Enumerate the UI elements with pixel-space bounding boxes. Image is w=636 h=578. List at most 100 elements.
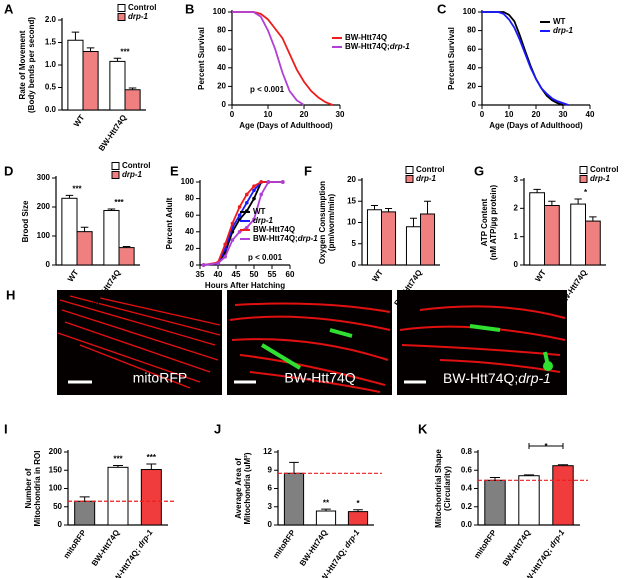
bar [552, 465, 574, 526]
error-bar [523, 474, 535, 476]
panel-letter: B [185, 1, 194, 16]
line [203, 181, 283, 266]
y-tick-label: 80 [217, 26, 226, 35]
y-tick-label: 9 [268, 465, 273, 474]
legend-label: drp-1 [128, 12, 149, 21]
legend-label: WT [253, 207, 266, 216]
y-axis-label: Percent Survival [447, 27, 456, 90]
y-tick-label: 0 [472, 100, 477, 109]
y-axis-label: ATP Content [480, 198, 489, 246]
bar [82, 51, 99, 111]
y-tick-label: 100 [181, 177, 195, 186]
y-tick-label: 150 [49, 465, 63, 474]
marker [252, 196, 256, 201]
significance-label: *** [120, 47, 130, 56]
y-axis-label: (pm/worm/min) [327, 194, 336, 252]
x-axis-label: Hours After Hatching [205, 281, 285, 290]
bar [570, 203, 586, 266]
y-axis-label: Percent Adult [165, 197, 174, 249]
image-label: BW-Htt74Q;drp-1 [443, 370, 551, 386]
legend-swatch [117, 13, 126, 21]
legend-label: Control [128, 3, 156, 12]
legend-swatch [117, 4, 126, 12]
y-tick-label: 0.0 [45, 105, 57, 114]
marker [237, 213, 242, 217]
x-tick-label: BW-Htt74Q [557, 268, 588, 308]
marker [259, 192, 264, 197]
error-bar [409, 217, 417, 227]
error-bar [128, 87, 137, 90]
bar [315, 510, 337, 526]
bar [124, 89, 141, 111]
image-label: BW-Htt74Q [284, 370, 355, 386]
y-tick-label: 0 [58, 520, 63, 529]
panel-letter: A [4, 1, 14, 16]
y-tick-label: 60 [467, 44, 476, 53]
y-tick-label: 200 [37, 202, 51, 211]
legend-label: drp-1 [416, 174, 437, 183]
legend-label: BW-Htt74Q;drp-1 [345, 42, 410, 51]
marker [252, 217, 256, 222]
marker [201, 263, 206, 267]
y-tick-label: 1 [514, 232, 519, 241]
y-axis-label: Mitochondria in ROI [33, 451, 42, 527]
x-tick-label: mitoRFP [62, 528, 89, 561]
panel-letter: K [418, 421, 428, 436]
x-axis-label: Age (Days of Adulthood) [489, 121, 583, 130]
y-axis-label: Brood Size [21, 200, 30, 242]
y-axis-label: Mitochondria (uM²) [243, 452, 252, 524]
x-tick-label: 0 [480, 110, 485, 119]
legend-label: drp-1 [122, 170, 143, 179]
error-bar [146, 463, 157, 470]
x-tick-label: BW-Htt74Q [97, 113, 128, 153]
y-tick-label: 200 [49, 447, 63, 456]
y-tick-label: 0.5 [45, 83, 57, 92]
marker [237, 205, 242, 209]
marker [266, 180, 271, 184]
bar [67, 39, 84, 111]
y-tick-label: 15 [347, 196, 356, 205]
x-tick-label: 20 [532, 110, 541, 119]
y-axis-label: Oxygen Consumption [318, 181, 327, 264]
panel-letter: F [304, 163, 312, 178]
x-tick-label: WT [533, 268, 548, 283]
x-tick-label: 10 [264, 110, 273, 119]
y-tick-label: 20 [347, 175, 356, 184]
significance-label: * [544, 442, 548, 451]
y-tick-label: 0 [514, 260, 519, 269]
error-bar [574, 198, 582, 205]
error-bar [86, 47, 95, 52]
significance-label: *** [72, 185, 82, 194]
x-tick-label: mitoRFP [472, 528, 499, 561]
y-tick-label: 20 [185, 244, 194, 253]
marker [230, 238, 235, 242]
significance-label: * [584, 188, 588, 197]
error-bar [385, 207, 393, 212]
y-tick-label: 2.0 [45, 15, 57, 24]
y-tick-label: 20 [467, 82, 476, 91]
x-tick-label: WT [66, 268, 81, 283]
error-bar [71, 31, 80, 41]
significance-label: * [356, 499, 360, 508]
legend-swatch [579, 175, 588, 183]
bracket [528, 443, 564, 449]
bar [61, 197, 78, 266]
bar [107, 466, 129, 526]
bar [585, 220, 601, 266]
y-tick-label: 100 [49, 484, 63, 493]
marker [223, 242, 227, 247]
error-bar [321, 508, 331, 512]
marker [245, 225, 249, 230]
error-bar [370, 205, 378, 210]
error-bar [79, 496, 90, 502]
panel-letter: G [474, 163, 484, 178]
annotation: p < 0.001 [250, 85, 285, 94]
bar [420, 213, 436, 266]
bar [74, 500, 96, 526]
y-tick-label: 40 [217, 63, 226, 72]
significance-label: *** [114, 198, 124, 207]
y-tick-label: 0.4 [461, 484, 473, 493]
x-tick-label: mitoRFP [271, 528, 298, 561]
y-tick-label: 60 [217, 44, 226, 53]
panel-letter: C [437, 1, 447, 16]
